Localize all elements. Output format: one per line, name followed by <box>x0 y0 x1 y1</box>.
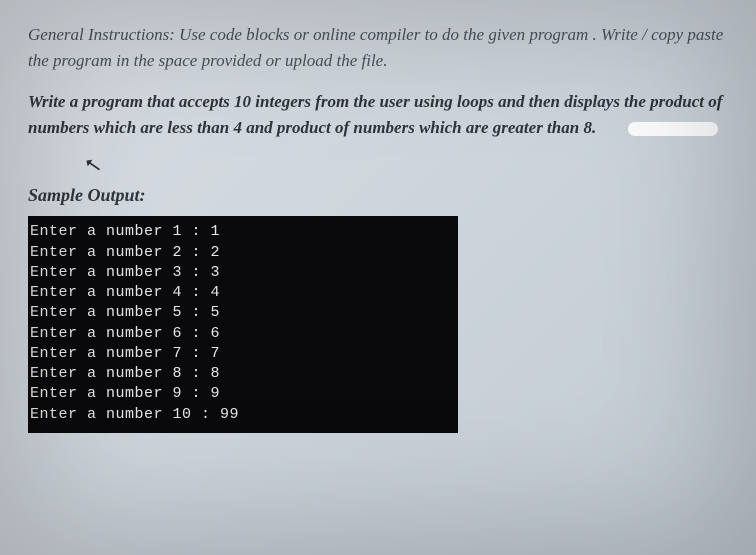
terminal-row: Enter a number 4 : 4 <box>30 283 458 303</box>
terminal-row: Enter a number 8 : 8 <box>30 364 458 384</box>
prompt-bold-loops: using loops <box>414 92 494 111</box>
terminal-row: Enter a number 5 : 5 <box>30 303 458 323</box>
terminal-row: Enter a number 3 : 3 <box>30 263 458 283</box>
sample-output-label: Sample Output: <box>28 185 728 206</box>
terminal-row: Enter a number 10 : 99 <box>30 405 458 425</box>
assignment-prompt: Write a program that accepts 10 integers… <box>28 89 728 142</box>
mouse-cursor-icon: ⭦ <box>84 152 103 180</box>
general-instructions: General Instructions: Use code blocks or… <box>28 22 728 75</box>
terminal-row: Enter a number 6 : 6 <box>30 324 458 344</box>
document-page: General Instructions: Use code blocks or… <box>0 0 756 433</box>
terminal-row: Enter a number 1 : 1 <box>30 222 458 242</box>
prompt-lead: Write a program that accepts 10 integers… <box>28 92 722 137</box>
terminal-output: Enter a number 1 : 1 Enter a number 2 : … <box>28 216 458 433</box>
prompt-pre: Write a program that accepts 10 integers… <box>28 92 414 111</box>
redaction-bar <box>628 122 718 136</box>
cursor-region: ⭦ <box>28 151 728 185</box>
terminal-row: Enter a number 7 : 7 <box>30 344 458 364</box>
terminal-row: Enter a number 9 : 9 <box>30 384 458 404</box>
terminal-row: Enter a number 2 : 2 <box>30 243 458 263</box>
